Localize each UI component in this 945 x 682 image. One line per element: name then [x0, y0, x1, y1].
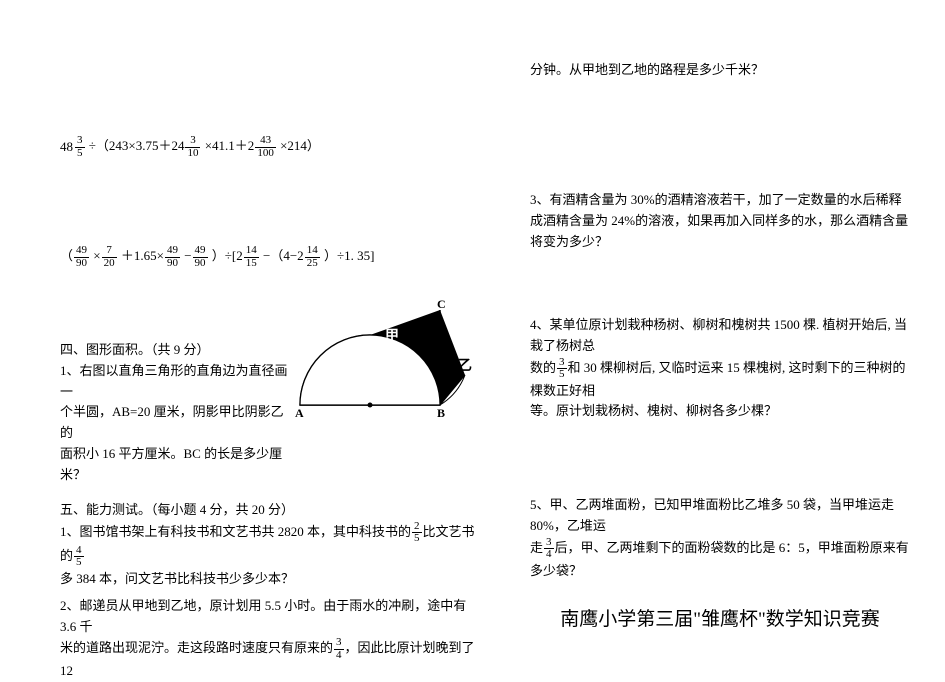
label-yi: 乙 [458, 358, 472, 374]
label-jia: 甲 [385, 328, 399, 344]
q4-line3: 面积小 16 平方厘米。BC 的长是多少厘米？ [60, 444, 290, 486]
section-5: 五、能力测试。（每小题 4 分，共 20 分） 1、图书馆书架上有科技书和文艺书… [60, 500, 480, 682]
q4-line1: 4、某单位原计划栽种杨树、柳树和槐树共 1500 棵. 植树开始后, 当栽了杨树… [530, 315, 910, 357]
q5r-line2: 走34后，甲、乙两堆剩下的面粉袋数的比是 6：5，甲堆面粉原来有多少袋？ [530, 537, 910, 582]
title-text: 南鹰小学第三届"雏鹰杯"数学知识竞赛 [560, 609, 880, 630]
section-4: 四、图形面积。（共 9 分） 1、右图以直角三角形的直角边为直径画一 个半圆，A… [60, 340, 290, 486]
question-4: 4、某单位原计划栽种杨树、柳树和槐树共 1500 棵. 植树开始后, 当栽了杨树… [530, 315, 910, 422]
section-5-title: 五、能力测试。（每小题 4 分，共 20 分） [60, 500, 480, 521]
equation-1: 4835 ÷（243×3.75＋24310 ×41.1＋243100 ×214） [60, 135, 460, 159]
question-5-right: 5、甲、乙两堆面粉，已知甲堆面粉比乙堆多 50 袋，当甲堆运走 80%，乙堆运 … [530, 495, 910, 581]
label-B: B [437, 406, 445, 420]
contest-title: 南鹰小学第三届"雏鹰杯"数学知识竞赛 [530, 605, 910, 635]
label-C: C [437, 300, 446, 311]
label-A: A [295, 406, 304, 420]
q5-2a: 2、邮递员从甲地到乙地，原计划用 5.5 小时。由于雨水的冲刷，途中有 3.6 … [60, 596, 480, 638]
question-3: 3、有酒精含量为 30%的酒精溶液若干，加了一定数量的水后稀释成酒精含量为 24… [530, 190, 910, 252]
q5-2b: 米的道路出现泥泞。走这段路时速度只有原来的34，因此比原计划晚到了 12 [60, 637, 480, 682]
q4-line2: 个半圆，AB=20 厘米，阴影甲比阴影乙的 [60, 402, 290, 444]
fragment-top-right: 分钟。从甲地到乙地的路程是多少千米？ [530, 60, 910, 81]
section-4-title: 四、图形面积。（共 9 分） [60, 340, 290, 361]
q4-line2: 数的35和 30 棵柳树后, 又临时运来 15 棵槐树, 这时剩下的三种树的棵数… [530, 357, 910, 402]
q4-line1: 1、右图以直角三角形的直角边为直径画一 [60, 361, 290, 403]
geometry-diagram: A B C 甲 乙 [290, 300, 480, 427]
q5-1b: 多 384 本，问文艺书比科技书少多少本？ [60, 569, 480, 590]
equation-2: （4990 ×720 ＋1.65×4990 −4990 ）÷[21415 −（4… [60, 245, 490, 269]
text: 3、有酒精含量为 30%的酒精溶液若干，加了一定数量的水后稀释成酒精含量为 24… [530, 192, 908, 249]
q5r-line1: 5、甲、乙两堆面粉，已知甲堆面粉比乙堆多 50 袋，当甲堆运走 80%，乙堆运 [530, 495, 910, 537]
q4-line3: 等。原计划栽杨树、槐树、柳树各多少棵？ [530, 401, 910, 422]
q5-1: 1、图书馆书架上有科技书和文艺书共 2820 本，其中科技书的25比文艺书的45 [60, 521, 480, 569]
text: 分钟。从甲地到乙地的路程是多少千米？ [530, 62, 764, 77]
